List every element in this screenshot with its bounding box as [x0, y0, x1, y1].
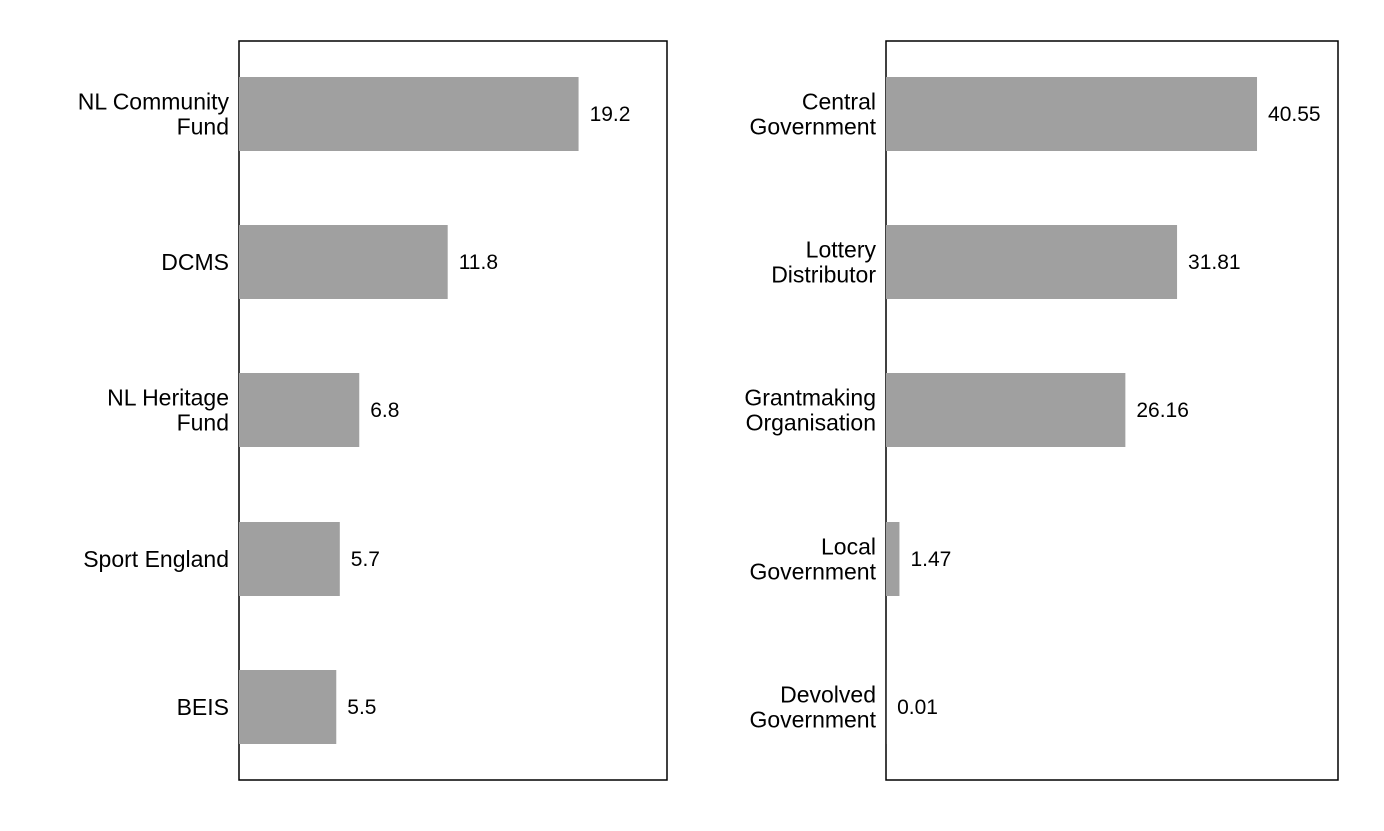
right-bar-0 — [886, 77, 1258, 151]
left-category-label-0-line-0: NL Community — [78, 89, 230, 115]
right-bar-chart-panel: 40.55CentralGovernment31.81LotteryDistri… — [744, 40, 1339, 781]
right-category-label-0-line-1: Government — [749, 114, 876, 140]
right-bar-1 — [886, 225, 1178, 299]
left-category-label-0-line-1: Fund — [177, 114, 229, 140]
left-category-label-2-line-1: Fund — [177, 410, 229, 436]
right-value-label-3: 1.47 — [910, 548, 951, 571]
left-bar-3 — [239, 522, 340, 596]
left-bar-4 — [239, 670, 337, 744]
left-bar-0 — [239, 77, 579, 151]
right-category-label-1-line-1: Distributor — [771, 262, 876, 288]
left-value-label-1: 11.8 — [459, 251, 498, 274]
left-bar-1 — [239, 225, 448, 299]
right-value-label-4: 0.01 — [897, 696, 938, 719]
left-value-label-0: 19.2 — [590, 103, 631, 126]
right-category-label-4-line-1: Government — [749, 707, 876, 733]
left-category-label-4: BEIS — [177, 694, 229, 720]
left-value-label-3: 5.7 — [351, 548, 380, 571]
right-value-label-1: 31.81 — [1188, 251, 1241, 274]
right-bar-2 — [886, 373, 1126, 447]
right-bar-3 — [886, 522, 900, 596]
left-category-label-3: Sport England — [83, 546, 229, 572]
right-category-label-2-line-0: Grantmaking — [744, 385, 876, 411]
left-bar-2 — [239, 373, 360, 447]
left-value-label-2: 6.8 — [370, 399, 399, 422]
left-value-label-4: 5.5 — [347, 696, 376, 719]
right-value-label-2: 26.16 — [1136, 399, 1189, 422]
left-category-label-2-line-0: NL Heritage — [107, 385, 229, 411]
right-category-label-3-line-1: Government — [749, 559, 876, 585]
right-category-label-3-line-0: Local — [821, 534, 876, 560]
left-category-label-1: DCMS — [161, 249, 229, 275]
right-category-label-2-line-1: Organisation — [746, 410, 876, 436]
right-category-label-1-line-0: Lottery — [806, 237, 877, 263]
right-category-label-0-line-0: Central — [802, 89, 876, 115]
right-category-label-4-line-0: Devolved — [780, 682, 876, 708]
right-value-label-0: 40.55 — [1268, 103, 1321, 126]
